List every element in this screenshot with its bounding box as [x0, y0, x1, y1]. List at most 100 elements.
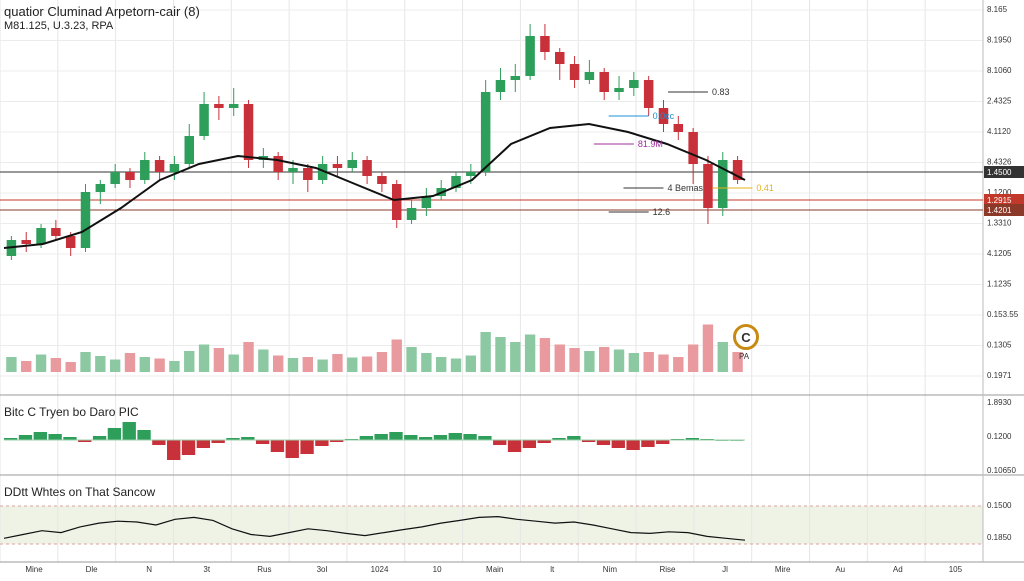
macd-histogram-bar: [211, 440, 225, 443]
volume-bar: [613, 349, 625, 372]
macd-histogram-bar: [374, 434, 388, 440]
macd-histogram-bar: [315, 440, 329, 446]
annotation-label: 0.83: [712, 87, 730, 97]
macd-panel-label: Bitc C Tryen bo Daro PIC: [4, 405, 139, 419]
x-axis-tick-label: 105: [949, 565, 963, 574]
price-axis-tick-label: 2.4325: [987, 97, 1012, 106]
macd-histogram-bar: [33, 432, 47, 440]
x-axis-tick-label: 3ol: [317, 565, 328, 574]
macd-histogram-bar: [552, 438, 566, 440]
candle-body: [703, 164, 713, 208]
x-axis-tick-label: Mire: [775, 565, 791, 574]
macd-histogram-bar: [448, 433, 462, 440]
candle-body: [510, 76, 521, 80]
volume-bar: [421, 353, 432, 372]
volume-bar: [302, 357, 313, 372]
volume-bar: [228, 354, 239, 372]
macd-histogram-bar: [567, 436, 581, 440]
candle-body: [80, 192, 91, 248]
oscillator-axis-tick-label: 0.1850: [987, 533, 1012, 542]
macd-histogram-bar: [389, 432, 403, 440]
price-axis-tick-label: 0.1971: [987, 371, 1012, 380]
x-axis-tick-label: Rus: [257, 565, 271, 574]
candle-body: [732, 160, 743, 180]
macd-histogram-bar: [107, 428, 122, 440]
candle-body: [199, 104, 209, 136]
volume-bar: [702, 324, 714, 372]
macd-histogram-bar: [581, 440, 596, 442]
candle-body: [228, 104, 239, 108]
candle-body: [184, 136, 194, 164]
macd-histogram-bar: [196, 440, 210, 448]
candle-body: [36, 228, 46, 244]
candle-body: [688, 132, 698, 164]
volume-bar: [258, 349, 269, 372]
candle-body: [673, 124, 684, 132]
macd-histogram-bar: [404, 435, 418, 440]
candle-body: [525, 36, 535, 76]
chart-subtitle: M81.125, U.3.23, RPA: [4, 20, 114, 32]
macd-axis-tick-label: 0.10650: [987, 466, 1016, 475]
logo-text: PA: [739, 352, 750, 361]
volume-bar: [213, 348, 225, 372]
volume-bar: [169, 361, 180, 372]
annotation-label: 0.0cc: [653, 111, 675, 121]
volume-bar: [524, 334, 536, 372]
chart-title: quatior Cluminad Arpetorn-cair (8): [4, 4, 200, 19]
volume-bar: [495, 337, 506, 372]
candle-body: [154, 160, 165, 172]
candle-body: [629, 80, 639, 88]
candle-body: [362, 160, 372, 176]
macd-histogram-bar: [18, 435, 33, 440]
x-axis-tick-label: Main: [486, 565, 503, 574]
macd-histogram-bar: [359, 436, 374, 440]
candle-body: [288, 168, 298, 172]
price-axis-tick-label: 8.1060: [987, 66, 1012, 75]
volume-bar: [80, 352, 91, 372]
price-axis-tick-label: 1.1235: [987, 280, 1012, 289]
x-axis-tick-label: Ad: [893, 565, 903, 574]
price-axis-tick-label: 0.1305: [987, 341, 1012, 350]
price-badge: [984, 204, 1024, 216]
macd-histogram-bar: [641, 440, 655, 447]
macd-histogram-bar: [4, 438, 18, 440]
macd-histogram-bar: [522, 440, 537, 448]
volume-bar: [376, 352, 388, 372]
macd-histogram-bar: [181, 440, 196, 455]
candle-body: [495, 80, 506, 92]
candle-body: [377, 176, 387, 184]
volume-bar: [332, 354, 343, 372]
candle-body: [243, 104, 254, 160]
candle-body: [125, 172, 135, 180]
volume-bar: [124, 353, 136, 372]
volume-bar: [287, 358, 299, 372]
macd-histogram-bar: [255, 440, 270, 444]
macd-histogram-bar: [48, 434, 62, 440]
volume-bar: [361, 356, 373, 372]
candle-body: [332, 164, 343, 168]
price-badge-label: 1.4500: [987, 168, 1012, 177]
x-axis-tick-label: Nim: [603, 565, 618, 574]
price-axis-tick-label: 4.1205: [987, 249, 1012, 258]
x-axis-tick-label: 10: [433, 565, 442, 574]
volume-bar: [510, 342, 521, 372]
oscillator-panel-label: DDtt Whtes on That Sancow: [4, 485, 156, 499]
osc-band: [0, 506, 983, 544]
macd-histogram-bar: [463, 434, 477, 440]
candle-body: [347, 160, 358, 168]
x-axis-tick-label: Au: [835, 565, 845, 574]
macd-histogram-bar: [270, 440, 285, 452]
candle-body: [658, 108, 669, 124]
macd-histogram-bar: [152, 440, 166, 445]
volume-bar: [198, 344, 210, 372]
candle-body: [140, 160, 150, 180]
price-axis-tick-label: 1.1200: [987, 188, 1012, 197]
volume-bar: [643, 352, 654, 372]
volume-bar: [391, 339, 402, 372]
macd-histogram-bar: [330, 440, 344, 442]
candle-body: [466, 172, 476, 176]
candle-body: [421, 196, 432, 208]
macd-axis-tick-label: 1.8930: [987, 398, 1012, 407]
